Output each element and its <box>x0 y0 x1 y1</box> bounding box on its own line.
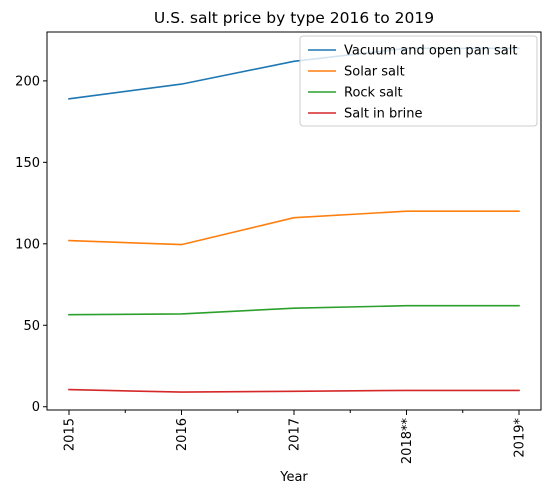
legend-label-1: Vacuum and open pan salt <box>344 44 517 59</box>
series-line-3 <box>68 304 520 316</box>
y-tick-label: 150 <box>15 156 40 171</box>
legend-label-3: Rock salt <box>344 86 403 101</box>
legend-label-2: Solar salt <box>344 65 405 80</box>
y-axis: 0 50 100 150 200 <box>15 74 47 415</box>
y-tick-label: 200 <box>15 74 40 89</box>
legend-box <box>299 35 538 127</box>
y-tick-label: 50 <box>23 319 40 334</box>
series-line-4 <box>68 388 520 393</box>
x-axis: 2015 2016 2017 2018** 2019* <box>63 410 528 464</box>
legend-label-4: Salt in brine <box>344 107 423 122</box>
legend: Vacuum and open pan salt Solar salt Rock s… <box>299 35 538 127</box>
x-tick-label: 2017 <box>288 418 303 451</box>
x-tick-label: 2016 <box>175 418 190 451</box>
x-tick-label: 2019* <box>513 418 528 458</box>
x-tick-label: 2015 <box>63 418 78 451</box>
y-tick-label: 0 <box>32 400 40 415</box>
chart-title: U.S. salt price by type 2016 to 2019 <box>154 9 434 27</box>
y-tick-label: 100 <box>15 237 40 252</box>
series-line-2 <box>68 210 520 246</box>
x-tick-label: 2018** <box>400 418 415 465</box>
x-axis-label: Year <box>279 470 308 485</box>
